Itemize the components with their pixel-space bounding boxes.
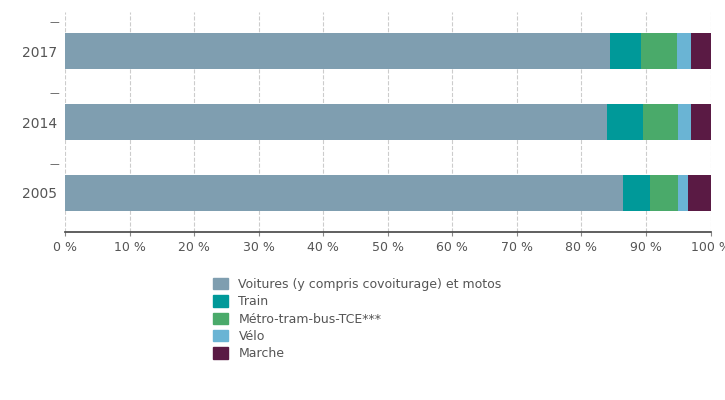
Text: —: — <box>49 88 59 98</box>
Bar <box>608 104 643 140</box>
Bar <box>688 174 710 212</box>
Bar <box>691 32 710 70</box>
Text: —: — <box>49 159 59 169</box>
Bar <box>677 32 691 70</box>
Bar <box>679 174 688 212</box>
Bar <box>624 174 650 212</box>
Bar <box>65 32 610 70</box>
Bar <box>650 174 678 212</box>
Bar <box>691 104 710 140</box>
Bar <box>610 32 642 70</box>
Bar <box>642 32 677 70</box>
Bar <box>643 104 679 140</box>
Text: —: — <box>49 17 59 27</box>
Bar <box>65 174 624 212</box>
Bar <box>65 104 608 140</box>
Bar <box>679 104 691 140</box>
Legend: Voitures (y compris covoiturage) et motos, Train, Métro-tram-bus-TCE***, Vélo, M: Voitures (y compris covoiturage) et moto… <box>213 278 502 360</box>
